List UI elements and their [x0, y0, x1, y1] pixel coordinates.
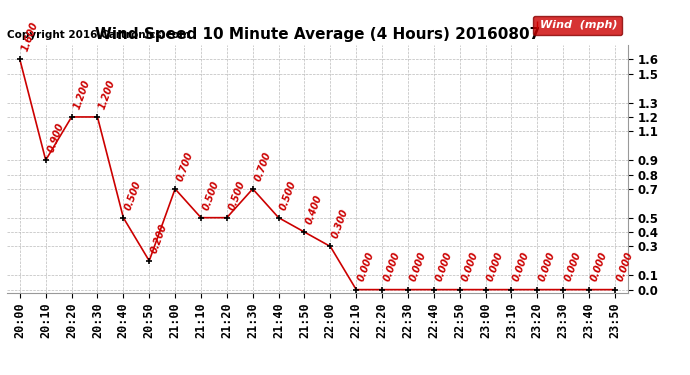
Text: 0.500: 0.500	[227, 179, 247, 211]
Text: 0.000: 0.000	[563, 251, 583, 283]
Legend: Wind  (mph): Wind (mph)	[533, 16, 622, 35]
Text: 0.500: 0.500	[279, 179, 299, 211]
Text: 0.000: 0.000	[460, 251, 480, 283]
Text: 0.000: 0.000	[356, 251, 376, 283]
Text: 0.000: 0.000	[511, 251, 531, 283]
Text: 0.000: 0.000	[538, 251, 558, 283]
Text: 0.500: 0.500	[201, 179, 221, 211]
Text: 0.700: 0.700	[175, 150, 195, 182]
Text: 0.400: 0.400	[304, 193, 324, 226]
Text: 0.200: 0.200	[149, 222, 169, 254]
Text: 0.000: 0.000	[434, 251, 454, 283]
Text: 0.300: 0.300	[331, 208, 351, 240]
Text: 0.500: 0.500	[124, 179, 144, 211]
Text: Copyright 2016 Cartronics.com: Copyright 2016 Cartronics.com	[7, 30, 190, 40]
Text: 0.000: 0.000	[615, 251, 635, 283]
Text: 0.000: 0.000	[589, 251, 609, 283]
Text: 0.000: 0.000	[382, 251, 402, 283]
Text: 0.000: 0.000	[486, 251, 506, 283]
Text: 0.900: 0.900	[46, 122, 66, 154]
Title: Wind Speed 10 Minute Average (4 Hours) 20160807: Wind Speed 10 Minute Average (4 Hours) 2…	[95, 27, 540, 42]
Text: 1.600: 1.600	[20, 21, 40, 53]
Text: 1.200: 1.200	[97, 78, 117, 111]
Text: 0.000: 0.000	[408, 251, 428, 283]
Text: 0.700: 0.700	[253, 150, 273, 182]
Text: 1.200: 1.200	[72, 78, 92, 111]
